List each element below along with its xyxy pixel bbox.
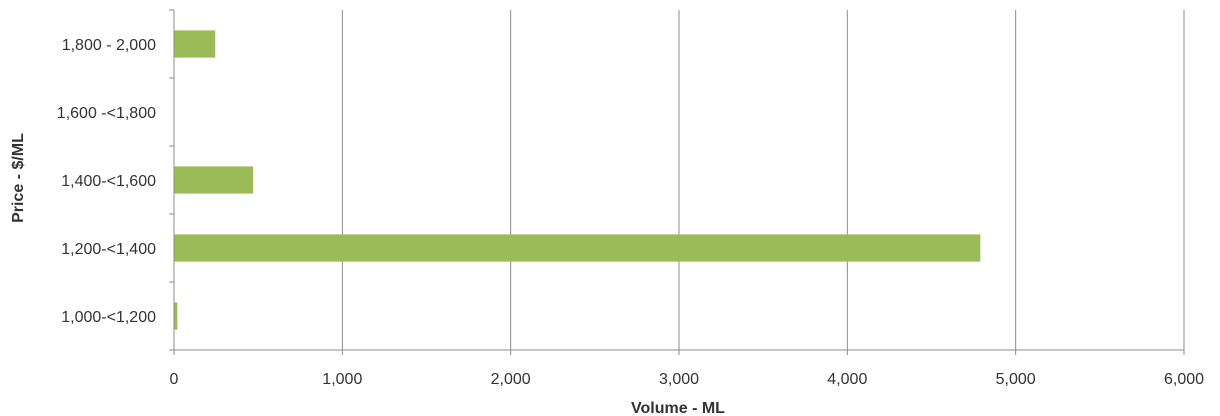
y-axis-title: Price - $/ML	[10, 133, 27, 223]
x-tick-label-4000: 4,000	[827, 371, 867, 388]
x-tick-label-1000: 1,000	[322, 371, 362, 388]
grid-layer	[341, 10, 1185, 350]
x-tick-label-6000: 6,000	[1164, 371, 1204, 388]
bar-4	[174, 30, 216, 58]
y-tick-label-3: 1,600 -<1,800	[57, 105, 156, 122]
label-layer: 1,000-<1,200 1,200-<1,400 1,400-<1,600 1,60…	[57, 37, 1204, 388]
bar-0	[174, 302, 178, 330]
y-tick-label-1: 1,200-<1,400	[61, 241, 156, 258]
x-tick-label-5000: 5,000	[996, 371, 1036, 388]
axis-layer	[169, 9, 1185, 355]
y-tick-label-4: 1,800 - 2,000	[62, 37, 156, 54]
bar-layer	[174, 30, 981, 330]
y-tick-label-0: 1,000-<1,200	[61, 309, 156, 326]
x-axis-title: Volume - ML	[631, 400, 725, 416]
bar-2	[174, 166, 254, 194]
x-tick-label-3000: 3,000	[659, 371, 699, 388]
bar-1	[174, 234, 981, 262]
y-tick-label-2: 1,400-<1,600	[61, 173, 156, 190]
x-tick-label-2000: 2,000	[491, 371, 531, 388]
x-tick-label-0: 0	[170, 371, 179, 388]
